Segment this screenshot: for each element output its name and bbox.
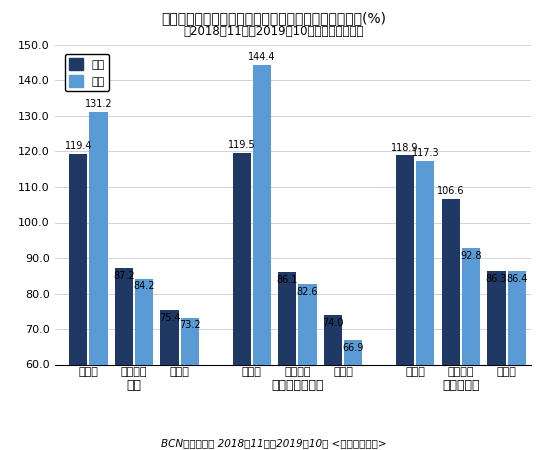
Text: 86.3: 86.3 — [486, 274, 507, 284]
Text: 86.1: 86.1 — [277, 274, 298, 285]
Text: フルサイズ: フルサイズ — [442, 379, 480, 392]
Bar — [115, 268, 133, 450]
Text: 119.4: 119.4 — [65, 141, 92, 151]
Text: 84.2: 84.2 — [133, 281, 155, 292]
Bar — [69, 153, 88, 450]
Bar — [344, 340, 362, 450]
Bar — [135, 279, 153, 450]
Text: 92.8: 92.8 — [460, 251, 482, 261]
Text: レンズ交換型カメラ、メーカー・タイプ別販売前年比(%): レンズ交換型カメラ、メーカー・タイプ別販売前年比(%) — [161, 11, 386, 25]
Text: 106.6: 106.6 — [437, 186, 464, 196]
Text: 117.3: 117.3 — [411, 148, 439, 158]
Text: 118.9: 118.9 — [391, 143, 419, 153]
Text: BCNランキング 2018年11月～2019年10月 <時系列パネル>: BCNランキング 2018年11月～2019年10月 <時系列パネル> — [161, 438, 386, 448]
Bar — [89, 112, 108, 450]
Bar — [232, 153, 251, 450]
Text: 119.5: 119.5 — [228, 140, 255, 150]
Text: 75.4: 75.4 — [159, 313, 181, 323]
Bar — [416, 161, 434, 450]
Bar — [487, 271, 505, 450]
Text: 131.2: 131.2 — [85, 99, 112, 109]
Text: 144.4: 144.4 — [248, 52, 276, 62]
Text: 66.9: 66.9 — [342, 343, 364, 353]
Bar — [462, 248, 480, 450]
Bar — [508, 271, 526, 450]
Text: 73.2: 73.2 — [179, 320, 201, 330]
Bar — [253, 65, 271, 450]
Text: 86.4: 86.4 — [506, 274, 527, 284]
Bar — [278, 272, 296, 450]
Bar — [181, 318, 199, 450]
Text: 87.2: 87.2 — [113, 271, 135, 281]
Bar — [299, 284, 317, 450]
Bar — [160, 310, 179, 450]
Legend: 台数, 金額: 台数, 金額 — [65, 54, 109, 91]
Text: 74.0: 74.0 — [322, 318, 344, 328]
Text: フルサイズ未満: フルサイズ未満 — [271, 379, 324, 392]
Bar — [441, 199, 460, 450]
Text: 82.6: 82.6 — [297, 287, 318, 297]
Bar — [396, 155, 414, 450]
Text: 全体: 全体 — [126, 379, 142, 392]
Text: （2018年11月～2019年10月の前年同期比）: （2018年11月～2019年10月の前年同期比） — [183, 25, 364, 38]
Bar — [324, 315, 342, 450]
